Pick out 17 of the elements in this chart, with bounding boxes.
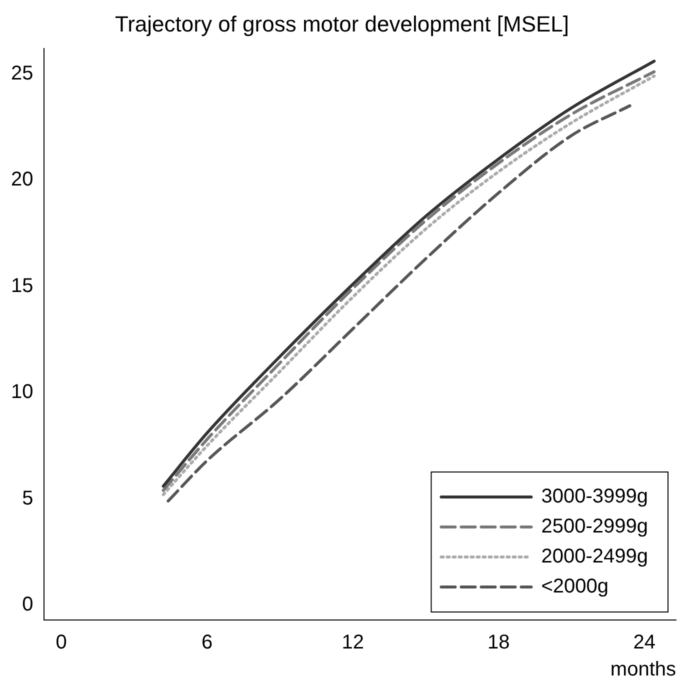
chart-title: Trajectory of gross motor development [MSEL] (114, 11, 570, 36)
x-tick-label: 24 (633, 632, 656, 654)
y-tick-label: 20 (10, 168, 34, 191)
x-tick-label: 6 (201, 632, 213, 654)
y-tick-label: 5 (22, 487, 34, 510)
x-tick-label: 0 (56, 632, 67, 654)
x-tick-label: 12 (342, 632, 364, 654)
y-tick-label: 10 (10, 381, 34, 404)
y-tick-label: 0 (22, 594, 34, 616)
x-axis-title: months (610, 658, 676, 681)
legend-label: 2000-2499g (541, 546, 648, 568)
legend-label: 3000-3999g (541, 486, 648, 508)
legend-label: <2000g (541, 576, 609, 598)
legend-label: 2500-2999g (541, 516, 648, 538)
y-tick-label: 15 (10, 274, 34, 297)
x-tick-label: 18 (488, 632, 510, 654)
y-tick-label: 25 (10, 62, 34, 84)
